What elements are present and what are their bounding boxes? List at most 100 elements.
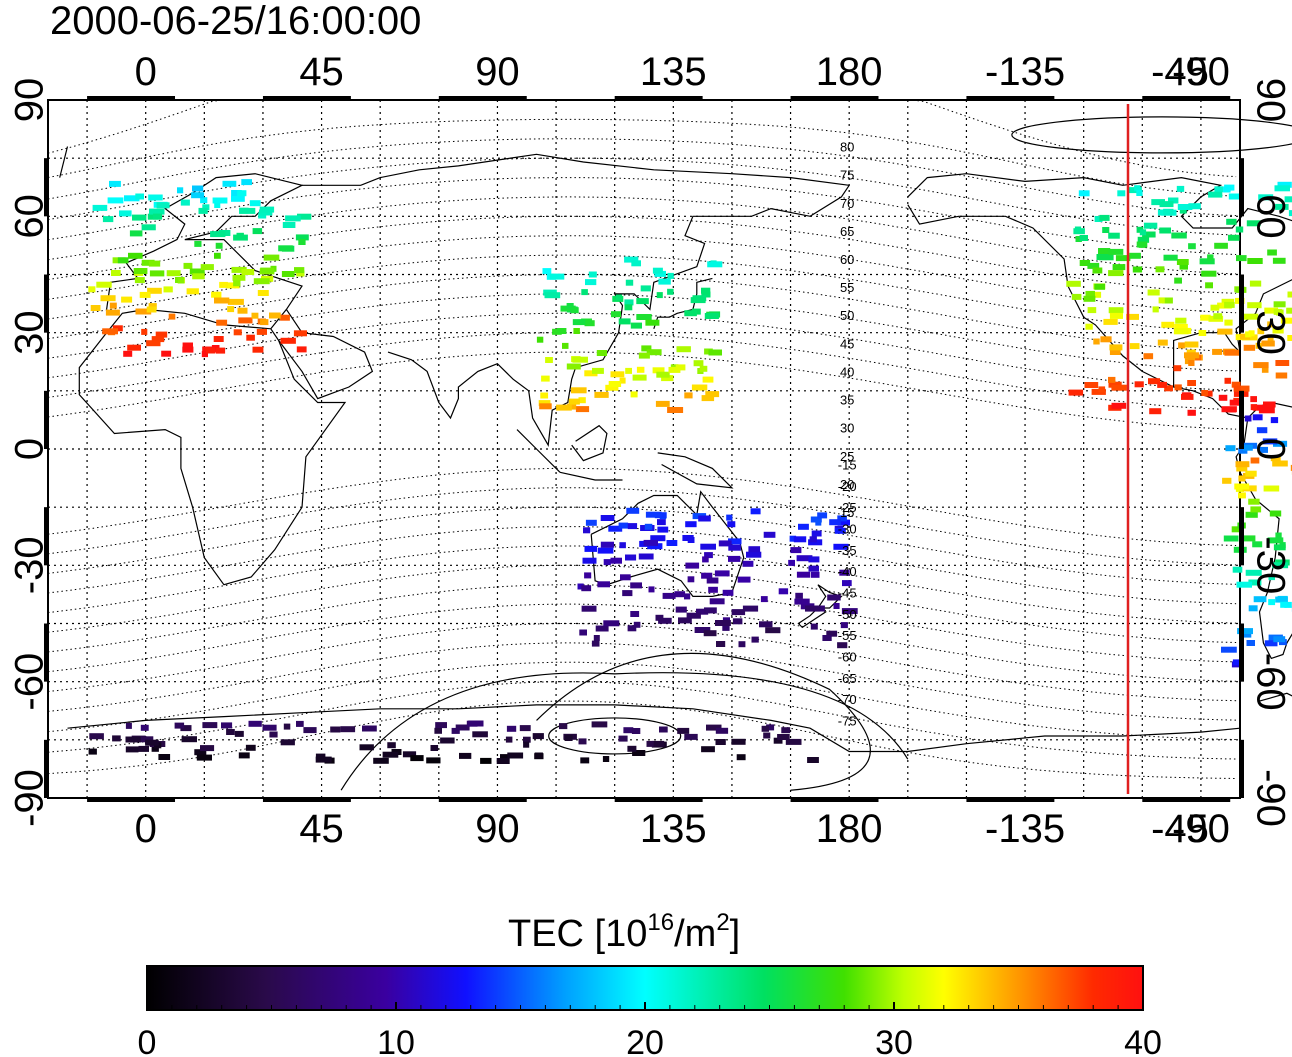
tec-cell [1275, 596, 1288, 603]
tec-cell [1221, 298, 1235, 305]
tec-cell [202, 204, 210, 211]
contour-label: 20 [840, 477, 854, 492]
frame-tick-left [44, 507, 49, 566]
tec-cell [718, 540, 732, 547]
coastline [797, 607, 827, 629]
tec-cell [640, 285, 651, 292]
tec-cell [1238, 447, 1248, 454]
tec-cell [1224, 301, 1235, 308]
tec-cell [534, 752, 543, 759]
tec-cell [1233, 385, 1241, 392]
tec-cell [402, 751, 417, 758]
magnetic-contour [47, 99, 1237, 178]
contour-label: -35 [838, 543, 857, 558]
tec-cell [340, 726, 356, 733]
tec-cell [1214, 242, 1228, 249]
tec-cell [575, 406, 590, 413]
lon-tick-label-top: 135 [640, 50, 707, 94]
tec-cell [1139, 229, 1147, 236]
tec-cell [1235, 226, 1244, 233]
tec-cell [652, 740, 665, 747]
lon-tick-label-top: -135 [985, 50, 1065, 94]
tec-cell [1094, 216, 1103, 222]
contour-label: 60 [840, 252, 854, 267]
tec-cell [698, 515, 711, 522]
tec-cell [1243, 313, 1259, 320]
tec-cell [667, 407, 684, 413]
tec-cell [1083, 295, 1096, 302]
tec-cell [1134, 381, 1144, 388]
tec-cell [620, 574, 631, 581]
lat-tick-label-left: -90 [8, 769, 52, 827]
frame-tick-top [87, 96, 176, 101]
tec-cell [1246, 220, 1261, 227]
contour-label: 15 [840, 505, 854, 520]
tec-cell [88, 748, 97, 755]
tec-cell [1242, 535, 1256, 542]
tec-cell [294, 267, 305, 274]
tec-cell [149, 208, 165, 215]
tec-cell [540, 392, 549, 399]
tec-cell [840, 622, 848, 629]
tec-cell [1231, 381, 1241, 388]
tec-cell [631, 728, 641, 734]
frame-tick-right [1239, 274, 1244, 333]
magnetic-contour [47, 661, 1237, 740]
tec-cell [699, 365, 708, 372]
tec-cell [777, 734, 790, 740]
tec-cell [676, 346, 691, 353]
tec-cell [738, 641, 746, 648]
tec-cell [1174, 384, 1182, 391]
tec-cell [552, 328, 562, 335]
tec-cell [684, 733, 698, 740]
tec-cell [1243, 444, 1253, 451]
contour-label: 70 [840, 196, 854, 211]
magnetic-contour [47, 603, 1237, 682]
tec-cell [194, 240, 202, 247]
tec-cell [706, 577, 719, 584]
tec-cell [602, 756, 610, 762]
tec-cell [1174, 277, 1182, 284]
tec-cell [656, 292, 663, 299]
tec-cell [1217, 328, 1233, 335]
tec-cell [557, 328, 567, 334]
tec-cell [128, 252, 143, 259]
colorbar-label-sup2: 2 [716, 909, 729, 936]
tec-cell [480, 757, 492, 764]
tec-cell [178, 277, 185, 284]
tec-data-cells [88, 179, 1292, 764]
tec-cell [1259, 446, 1268, 453]
tec-cell [1267, 321, 1274, 328]
tec-cell [584, 370, 598, 377]
tec-cell [1109, 312, 1123, 319]
tec-cell [500, 754, 510, 761]
tec-cell [594, 391, 609, 398]
tec-cell [722, 589, 734, 596]
tec-cell [562, 342, 569, 349]
tec-cell [241, 179, 252, 186]
tec-cell [1188, 243, 1196, 250]
tec-cell [330, 726, 341, 733]
tec-cell [192, 273, 205, 280]
tec-cell [295, 234, 309, 241]
tec-cell [687, 576, 695, 583]
tec-cell [226, 282, 240, 289]
top-longitude-labels: 0 45 90 135 180 -135 -90-45 [135, 50, 1230, 94]
colorbar-label-main: TEC [10 [508, 913, 647, 955]
tec-cell [1079, 235, 1088, 241]
graticule-grid [48, 100, 1240, 798]
tec-cell [659, 726, 668, 733]
tec-cell [765, 627, 781, 634]
tec-cell [269, 731, 278, 738]
tec-cell [694, 627, 711, 633]
tec-cell [809, 536, 817, 543]
tec-cell [704, 348, 713, 355]
tec-cell [1115, 255, 1131, 262]
tec-cell [262, 724, 277, 731]
tec-cell [618, 522, 629, 529]
tec-cell [200, 745, 215, 752]
contour-label: -55 [838, 628, 857, 643]
tec-cell [579, 629, 587, 636]
tec-cell [238, 752, 250, 759]
tec-cell [610, 557, 622, 564]
